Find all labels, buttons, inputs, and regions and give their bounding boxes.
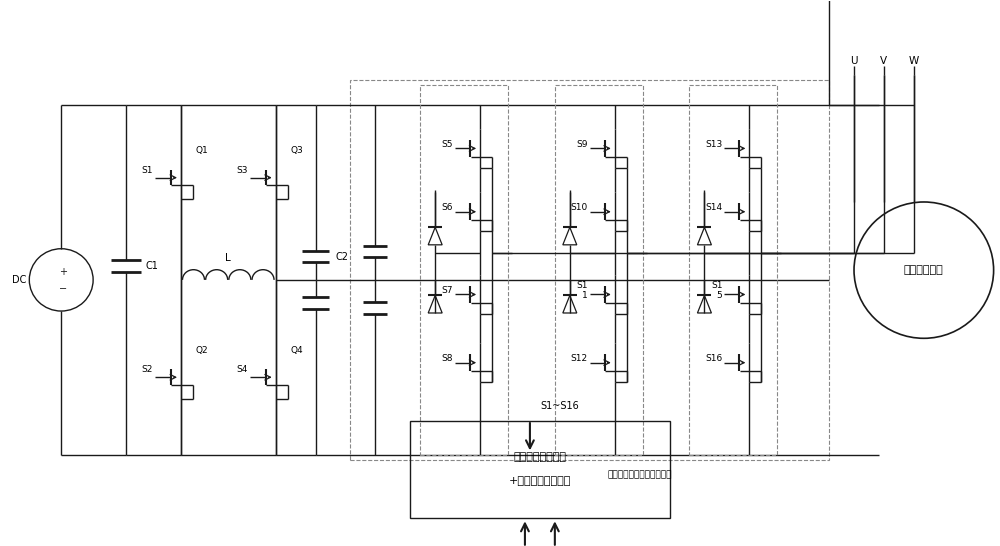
Text: S1: S1 — [141, 166, 153, 175]
Bar — [555, 85, 643, 455]
Text: S2: S2 — [142, 365, 153, 375]
Text: S6: S6 — [442, 203, 453, 212]
Text: S3: S3 — [236, 166, 248, 175]
Text: S1~S16: S1~S16 — [540, 401, 579, 412]
Text: Q4: Q4 — [291, 346, 303, 355]
Bar — [420, 85, 508, 455]
Bar — [350, 80, 829, 460]
Text: Q2: Q2 — [196, 346, 208, 355]
Bar — [689, 85, 777, 455]
Text: S16: S16 — [705, 354, 722, 363]
Text: S1
5: S1 5 — [711, 281, 722, 300]
Text: −: − — [59, 284, 67, 294]
Text: S12: S12 — [571, 354, 588, 363]
Text: S14: S14 — [705, 203, 722, 212]
Text: C2: C2 — [335, 252, 348, 262]
Text: L: L — [225, 253, 231, 264]
Text: V: V — [880, 56, 887, 66]
Text: Q1: Q1 — [196, 146, 209, 155]
Text: S10: S10 — [571, 203, 588, 212]
Text: +: + — [59, 267, 67, 277]
Text: S13: S13 — [705, 140, 722, 149]
Text: S7: S7 — [442, 286, 453, 295]
Text: S4: S4 — [236, 365, 248, 375]
Text: 三电平二极管算位式逆变器: 三电平二极管算位式逆变器 — [607, 470, 672, 479]
Text: U: U — [850, 56, 858, 66]
Text: +隔离式栊极驱动器: +隔离式栊极驱动器 — [509, 477, 571, 486]
Bar — [410, 421, 670, 519]
Text: S8: S8 — [442, 354, 453, 363]
Text: S5: S5 — [442, 140, 453, 149]
Text: Q3: Q3 — [291, 146, 303, 155]
Text: W: W — [909, 56, 919, 66]
Text: S1
1: S1 1 — [576, 281, 588, 300]
Text: 驱动信号转换模块: 驱动信号转换模块 — [513, 452, 566, 462]
Text: S9: S9 — [576, 140, 588, 149]
Text: 三相交流电机: 三相交流电机 — [904, 265, 944, 275]
Text: DC: DC — [12, 275, 26, 285]
Text: C1: C1 — [146, 261, 159, 271]
